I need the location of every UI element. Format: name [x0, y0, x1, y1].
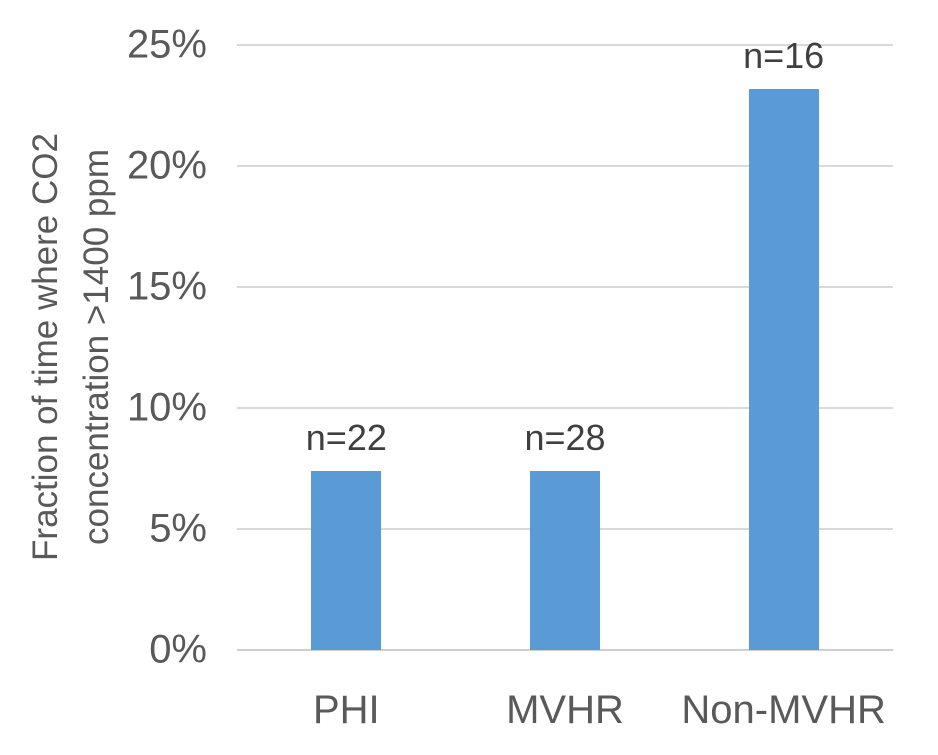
bar — [530, 470, 600, 650]
category-label: MVHR — [506, 688, 624, 732]
y-axis-title-line2: concentration >1400 ppm — [77, 149, 116, 545]
bar-value-label: n=28 — [524, 416, 606, 458]
bar — [311, 470, 382, 650]
plot-area: n=22 PHI n=28 MVHR n=16 Non-MVHR — [237, 35, 893, 732]
gridline — [237, 286, 893, 288]
y-tick-label: 20% — [126, 143, 207, 188]
y-tick-label: 0% — [149, 627, 207, 672]
gridline — [237, 44, 893, 46]
category-label: PHI — [312, 688, 380, 732]
bar-value-label: n=22 — [305, 416, 387, 458]
bar — [748, 88, 819, 650]
y-tick-label: 25% — [126, 22, 207, 67]
category-label: Non-MVHR — [681, 688, 886, 732]
x-axis-line — [237, 649, 893, 651]
y-tick-label: 10% — [126, 385, 207, 430]
gridline — [237, 165, 893, 167]
y-tick-label: 15% — [126, 264, 207, 309]
gridline — [237, 407, 893, 409]
y-tick-label: 5% — [149, 506, 207, 551]
y-axis-title-line1: Fraction of time where CO2 — [26, 133, 65, 561]
bar-value-label: n=16 — [743, 34, 825, 76]
